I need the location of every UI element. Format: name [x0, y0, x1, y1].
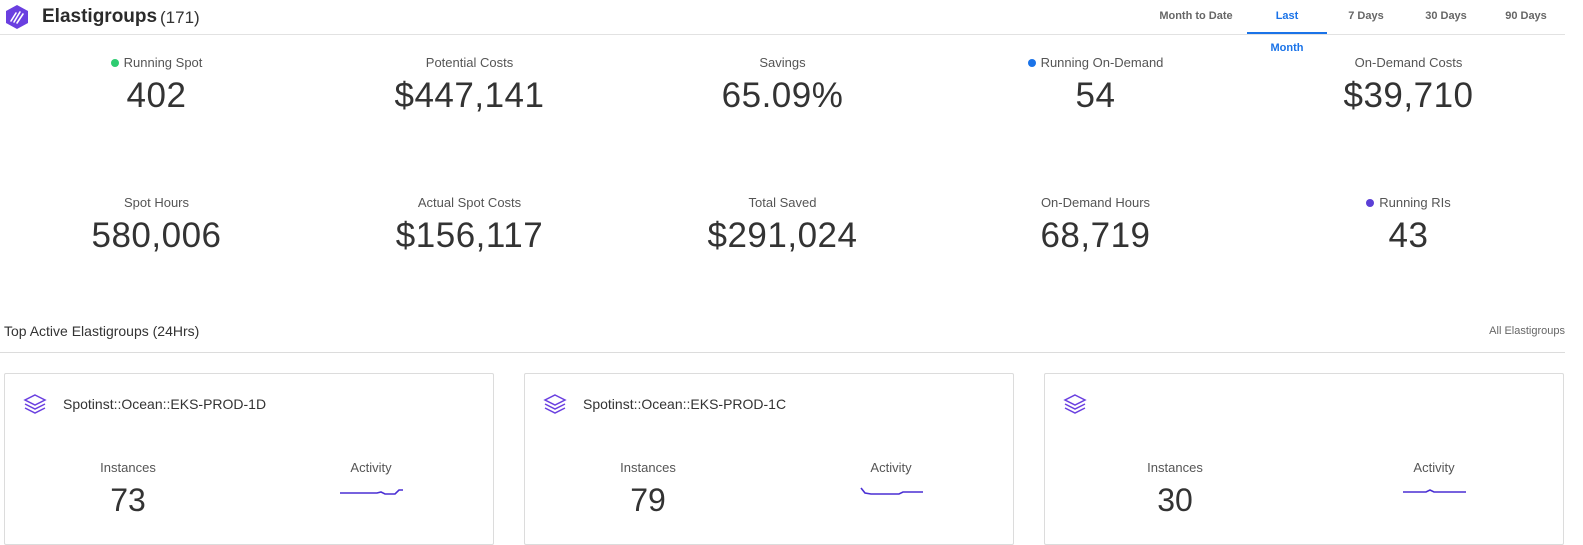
- stat-label: Actual Spot Costs: [417, 195, 522, 210]
- activity-sparkline: [340, 489, 403, 495]
- stat-value: $156,117: [395, 216, 544, 255]
- section-title: Top Active Elastigroups (24Hrs): [4, 323, 200, 339]
- instances-value: 73: [110, 482, 146, 518]
- activity-label: Activity: [350, 460, 392, 475]
- stat-label: Total Saved: [748, 195, 817, 210]
- elastigroup-card[interactable]: Spotinst::Ocean::EKS-PROD-1C Instances 7…: [524, 373, 1014, 545]
- card-title[interactable]: Spotinst::Ocean::EKS-PROD-1D: [63, 396, 267, 412]
- layers-icon: [1063, 394, 1087, 414]
- instances-value: 79: [630, 482, 666, 518]
- page-title: Elastigroups: [42, 6, 158, 27]
- layers-icon: [543, 394, 567, 414]
- stat-potential-costs: Potential Costs $447,141: [313, 34, 626, 174]
- stat-label: On-Demand Costs: [1354, 55, 1463, 70]
- stat-savings: Savings 65.09%: [626, 34, 939, 174]
- elastigroup-card[interactable]: Instances 30 Activity: [1044, 373, 1564, 545]
- stat-label: Running RIs: [1379, 195, 1451, 210]
- stat-label: Potential Costs: [425, 55, 514, 70]
- layers-icon: [23, 394, 47, 414]
- all-elastigroups-link[interactable]: All Elastigroups: [1489, 325, 1565, 337]
- instances-label: Instances: [100, 460, 156, 475]
- activity-label: Activity: [870, 460, 912, 475]
- stat-value: $291,024: [707, 216, 858, 255]
- stat-label: On-Demand Hours: [1040, 195, 1151, 210]
- stat-value: $447,141: [394, 76, 545, 115]
- stat-value: 65.09%: [721, 76, 844, 115]
- instances-label: Instances: [620, 460, 676, 475]
- instances-label: Instances: [1147, 460, 1203, 475]
- stat-on-demand-hours: On-Demand Hours 68,719: [939, 174, 1252, 314]
- stat-running-ris: Running RIs 43: [1252, 174, 1565, 314]
- stat-label: Spot Hours: [123, 195, 190, 210]
- activity-label: Activity: [1413, 460, 1455, 475]
- summary-stats: Running Spot 402 Potential Costs $447,14…: [0, 34, 1565, 304]
- status-dot-icon: [110, 58, 119, 67]
- tab-30-days[interactable]: 30 Days: [1425, 10, 1467, 22]
- stat-actual-spot-costs: Actual Spot Costs $156,117: [313, 174, 626, 314]
- activity-sparkline: [860, 487, 923, 495]
- stat-value: 43: [1388, 216, 1429, 255]
- stat-value: 402: [126, 76, 187, 115]
- activity-sparkline: [1403, 489, 1466, 493]
- stat-spot-hours: Spot Hours 580,006: [0, 174, 313, 314]
- stat-label: Running Spot: [123, 55, 203, 70]
- stat-value: 68,719: [1040, 216, 1151, 255]
- page-header: Elastigroups (171) Month to Date Last Mo…: [0, 0, 1565, 54]
- tab-7-days[interactable]: 7 Days: [1348, 10, 1384, 22]
- elastigroup-card[interactable]: Spotinst::Ocean::EKS-PROD-1D Instances 7…: [4, 373, 494, 545]
- elastigroup-logo-icon: [6, 5, 28, 29]
- stat-running-spot: Running Spot 402: [0, 34, 313, 174]
- stat-value: 580,006: [91, 216, 222, 255]
- group-count: (171): [160, 8, 200, 27]
- stat-value: $39,710: [1343, 76, 1474, 115]
- stat-on-demand-costs: On-Demand Costs $39,710: [1252, 34, 1565, 174]
- stat-label: Savings: [759, 55, 806, 70]
- status-dot-icon: [1366, 198, 1375, 207]
- stat-value: 54: [1075, 76, 1116, 115]
- date-range-tabs: Month to Date Last Month 7 Days 30 Days …: [1145, 0, 1565, 54]
- tab-month-to-date[interactable]: Month to Date: [1159, 10, 1233, 22]
- stat-running-on-demand: Running On-Demand 54: [939, 34, 1252, 174]
- card-title[interactable]: Spotinst::Ocean::EKS-PROD-1C: [583, 396, 787, 412]
- status-dot-icon: [1027, 58, 1036, 67]
- tab-last-month[interactable]: Last Month: [1247, 0, 1327, 54]
- stat-total-saved: Total Saved $291,024: [626, 174, 939, 314]
- stat-label: Running On-Demand: [1040, 55, 1164, 70]
- instances-value: 30: [1157, 482, 1193, 518]
- top-active-section-header: Top Active Elastigroups (24Hrs) All Elas…: [0, 318, 1565, 353]
- tab-90-days[interactable]: 90 Days: [1505, 10, 1547, 22]
